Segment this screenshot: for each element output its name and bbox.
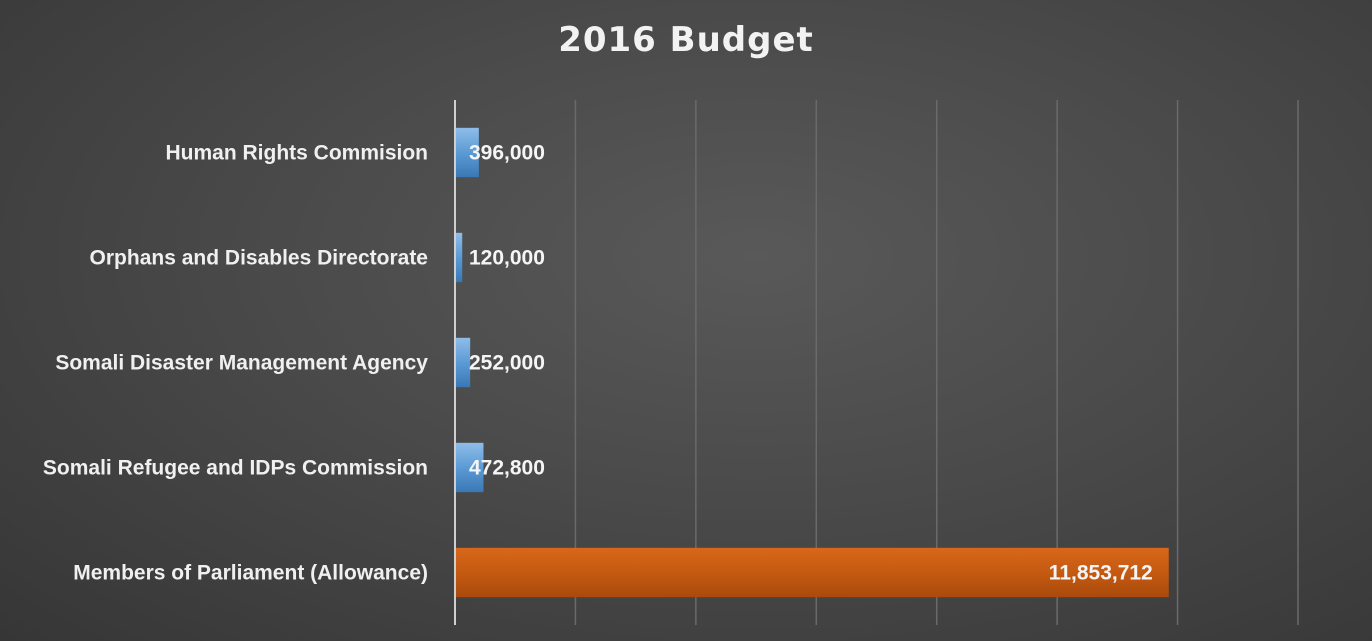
bar-3 (455, 442, 484, 493)
category-label: Members of Parliament (Allowance) (73, 562, 428, 585)
bar-2 (455, 337, 471, 388)
data-label: 11,853,712 (1049, 562, 1153, 585)
data-label: 396,000 (469, 142, 545, 165)
data-label: 472,800 (469, 457, 545, 480)
bar-0 (455, 127, 479, 178)
bar-4 (455, 547, 1169, 598)
gridlines (574, 100, 1299, 625)
data-label: 252,000 (469, 352, 545, 375)
labels: Human Rights Commision 396,000 Orphans and… (43, 142, 1153, 585)
category-label: Somali Disaster Management Agency (55, 352, 428, 375)
data-label: 120,000 (469, 247, 545, 270)
bars (455, 127, 1169, 598)
chart-title: 2016 Budget (558, 20, 814, 60)
category-label: Orphans and Disables Directorate (90, 247, 428, 270)
category-label: Somali Refugee and IDPs Commission (43, 457, 428, 480)
category-label: Human Rights Commision (165, 142, 428, 165)
bar-1 (455, 232, 463, 283)
